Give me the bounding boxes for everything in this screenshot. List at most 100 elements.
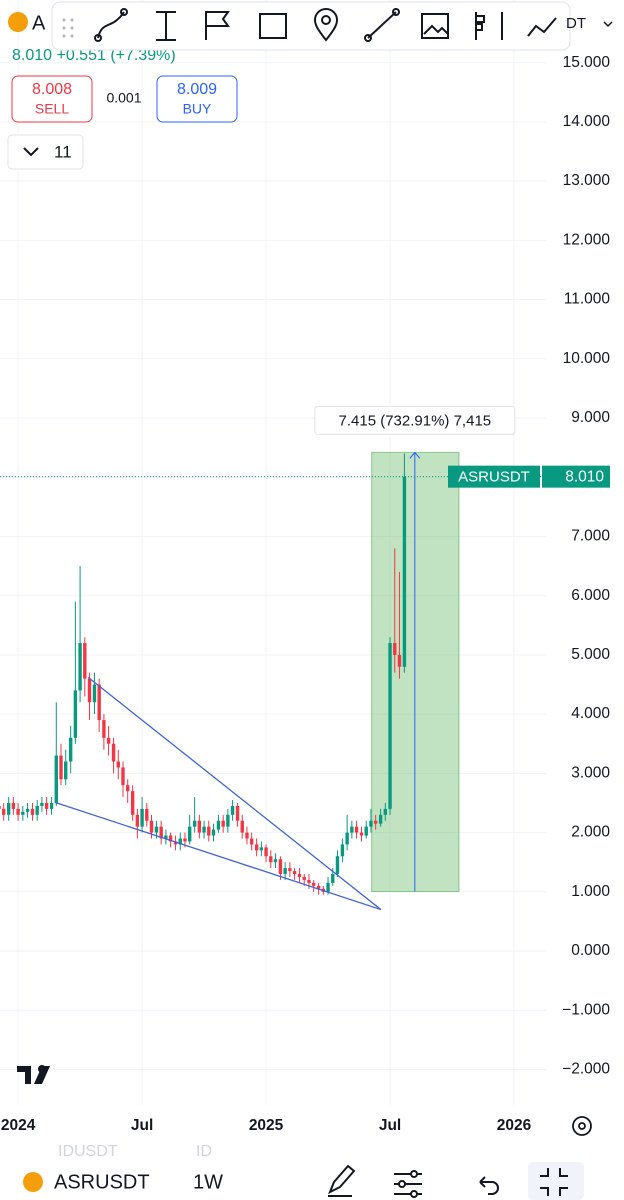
- candle-body: [216, 820, 221, 830]
- drawing-toolbar: [51, 1, 571, 51]
- symbol-partial: A: [32, 12, 46, 34]
- candle-body: [397, 654, 402, 667]
- buy-price: 8.009: [177, 81, 217, 98]
- candle-body: [21, 811, 25, 815]
- sell-price: 8.008: [32, 81, 72, 98]
- trendline: [54, 801, 382, 911]
- candle-body: [0, 805, 1, 809]
- y-tick-label: 10.000: [563, 350, 611, 367]
- candle-body: [64, 761, 68, 780]
- candle-body: [187, 826, 192, 842]
- candle-body: [73, 690, 78, 738]
- candle-body: [106, 737, 111, 744]
- candle-body: [249, 838, 254, 845]
- candle-body: [359, 832, 364, 836]
- candle-body: [326, 882, 330, 892]
- y-tick-label: 5.000: [571, 646, 610, 663]
- y-tick-label: 13.000: [563, 172, 611, 189]
- y-tick-label: −1.000: [562, 1001, 610, 1018]
- candle-body: [202, 826, 206, 833]
- candle-body: [145, 808, 149, 821]
- bottom-bar: [0, 1160, 624, 1200]
- footer-interval[interactable]: 1W: [193, 1171, 223, 1193]
- watermark-base: ID: [196, 1143, 212, 1160]
- watermark-symbol: IDUSDT: [58, 1143, 118, 1160]
- x-tick-label: 2025: [249, 1117, 284, 1134]
- candle-body: [97, 684, 101, 721]
- x-tick-label: 2026: [497, 1117, 532, 1134]
- price-change: 8.010 +0.551 (+7.39%): [12, 47, 176, 64]
- candle-body: [111, 743, 116, 762]
- candle-body: [16, 808, 20, 815]
- candle-body: [383, 808, 388, 815]
- candle-body: [240, 820, 244, 833]
- currency-chevron[interactable]: [603, 21, 613, 28]
- candle-body: [168, 835, 173, 842]
- settings-icon[interactable]: [572, 1116, 592, 1136]
- candle-body: [116, 761, 120, 768]
- candle-body: [6, 802, 11, 815]
- buy-button[interactable]: 8.009 BUY: [156, 75, 238, 123]
- y-tick-label: 7.000: [571, 528, 610, 545]
- indicators-count: 11: [54, 142, 72, 161]
- plot: [0, 451, 546, 911]
- candle-body: [388, 643, 392, 809]
- bottom-icons[interactable]: [328, 1162, 584, 1200]
- candle-body: [335, 856, 340, 875]
- x-tick-label: Jul: [379, 1117, 401, 1134]
- candle-body: [378, 814, 383, 824]
- last-price-tag: [542, 465, 610, 488]
- y-tick-label: 15.000: [563, 54, 611, 71]
- last-price-symbol-tag: [448, 465, 540, 488]
- candle-body: [207, 826, 211, 836]
- candle-body: [331, 874, 335, 883]
- candle-body: [40, 802, 44, 806]
- candle-body: [35, 805, 39, 815]
- measure-arrowhead: [409, 451, 421, 459]
- candle-body: [102, 720, 106, 738]
- candle-body: [307, 879, 311, 883]
- candle-body: [369, 820, 373, 827]
- candle-body: [373, 820, 378, 824]
- x-tick-label: Jul: [131, 1117, 153, 1134]
- sell-label: SELL: [35, 101, 69, 117]
- y-tick-label: 2.000: [571, 824, 610, 841]
- candle-body: [393, 643, 397, 655]
- candle-body: [288, 868, 292, 872]
- candle-body: [211, 829, 216, 836]
- candle-body: [302, 876, 306, 880]
- candle-body: [130, 791, 135, 815]
- candle-body: [254, 844, 259, 851]
- candle-body: [173, 841, 178, 845]
- indicators-toggle[interactable]: 11: [7, 134, 84, 170]
- footer-logo: [23, 1172, 43, 1192]
- y-tick-label: 3.000: [571, 764, 610, 781]
- candle-body: [164, 835, 168, 839]
- sell-button[interactable]: 8.008 SELL: [11, 75, 93, 123]
- candle-body: [273, 859, 278, 863]
- candle-body: [25, 808, 30, 812]
- candle-body: [149, 820, 154, 833]
- candle-body: [140, 808, 144, 827]
- candle-body: [178, 838, 182, 845]
- toolbar-icons[interactable]: [62, 8, 557, 42]
- candle-body: [125, 785, 130, 792]
- buy-label: BUY: [183, 101, 212, 117]
- y-tick-label: 9.000: [571, 409, 610, 426]
- candle-body: [226, 814, 230, 827]
- candle-body: [159, 826, 163, 839]
- measure-label: 7.415 (732.91%) 7,415: [339, 412, 492, 429]
- candle-body: [44, 802, 49, 809]
- candle-body: [83, 643, 87, 679]
- candle-body: [54, 755, 58, 803]
- footer-symbol[interactable]: ASRUSDT: [54, 1171, 150, 1193]
- candle-body: [269, 856, 273, 863]
- candle-body: [2, 808, 6, 815]
- candle-body: [235, 805, 240, 821]
- candle-body: [183, 838, 187, 842]
- y-tick-label: 14.000: [563, 113, 611, 130]
- candle-body: [87, 678, 92, 703]
- candle-body: [59, 755, 63, 780]
- candle-body: [354, 826, 359, 833]
